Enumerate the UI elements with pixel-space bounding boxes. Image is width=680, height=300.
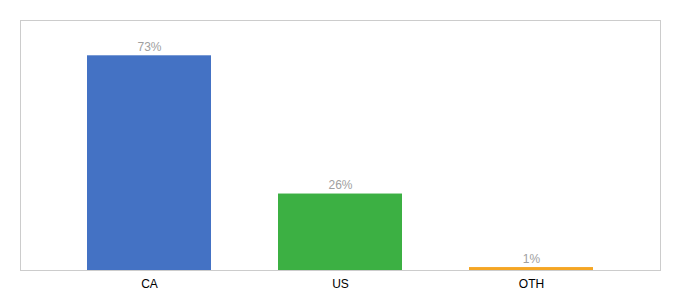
svg-text:CA: CA (141, 277, 158, 291)
svg-text:US: US (332, 277, 349, 291)
svg-text:26%: 26% (328, 178, 352, 192)
svg-text:73%: 73% (137, 40, 161, 54)
svg-text:OTH: OTH (519, 277, 544, 291)
svg-text:1%: 1% (523, 252, 541, 266)
